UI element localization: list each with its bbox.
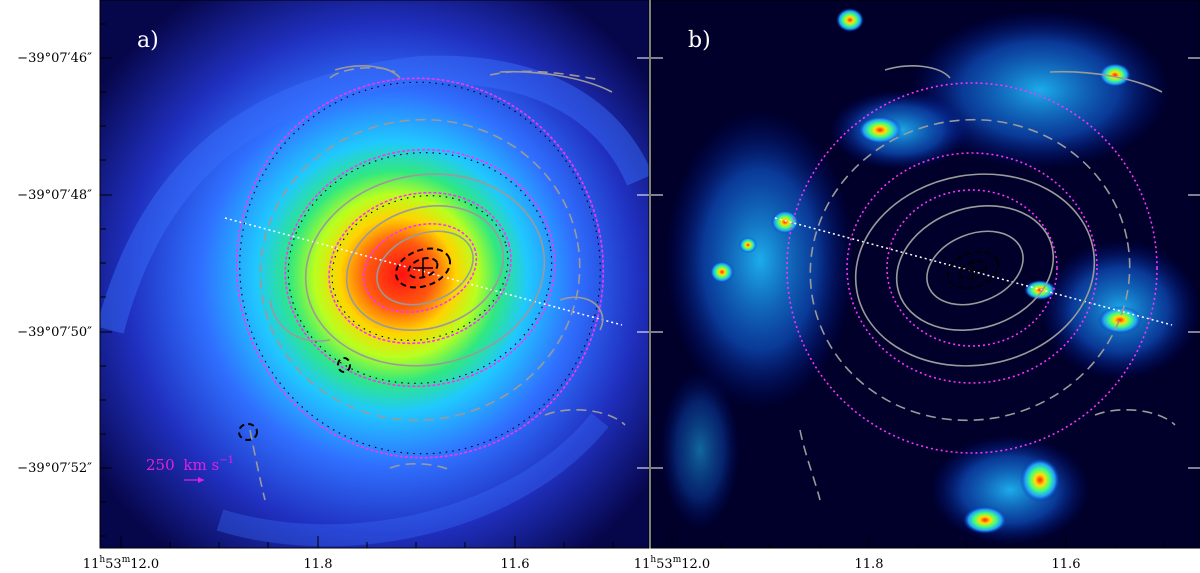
panel-b-frame bbox=[650, 0, 1200, 549]
hii-knot bbox=[710, 261, 734, 283]
model-contour bbox=[786, 82, 1158, 454]
center-cross bbox=[413, 258, 433, 278]
ticks bbox=[100, 23, 1165, 548]
hii-knot bbox=[1098, 306, 1142, 334]
gray-contour bbox=[345, 205, 505, 331]
scale-arrowhead bbox=[198, 477, 204, 483]
marker-ring bbox=[239, 81, 601, 455]
gray-dashed-contour bbox=[799, 409, 1176, 501]
gray-dashed-contour bbox=[249, 66, 626, 501]
ticks-inner bbox=[637, 57, 1200, 469]
center-contour bbox=[958, 260, 988, 280]
hii-knot bbox=[1020, 458, 1060, 502]
marker-ring bbox=[287, 152, 553, 384]
hii-knot bbox=[858, 116, 902, 144]
gray-contour bbox=[304, 173, 546, 367]
model-contours bbox=[786, 82, 1158, 454]
dec-axis-labels: −39°07′46″ −39°07′48″ −39°07′50″ −39°07′… bbox=[17, 51, 92, 476]
ra-ticks-a-bottom bbox=[120, 536, 614, 548]
center-contour bbox=[946, 250, 1000, 290]
ra-axis-labels-b: 11h53m12.0 11.8 11.6 bbox=[634, 555, 1081, 572]
gray-dashed-contour bbox=[809, 118, 1131, 422]
gray-contour bbox=[895, 205, 1055, 331]
gray-contour bbox=[376, 230, 474, 306]
gray-contour bbox=[926, 230, 1024, 306]
velocity-scale-bar: 250 km s−1 bbox=[146, 455, 234, 483]
scale-value: 250 bbox=[146, 456, 175, 474]
model-contour bbox=[846, 152, 1098, 384]
panel-b: b) bbox=[650, 0, 1200, 549]
model-contour bbox=[235, 77, 605, 459]
dec-tick-label: −39°07′46″ bbox=[17, 51, 92, 66]
hii-knot bbox=[739, 237, 757, 253]
ra-tick-label: 11h53m12.0 bbox=[83, 555, 159, 572]
gray-dashed-contour bbox=[259, 118, 581, 422]
model-contour bbox=[328, 191, 512, 345]
scale-unit: km s bbox=[183, 456, 219, 474]
panel-a-overlays bbox=[100, 55, 649, 547]
small-dashed-contour bbox=[337, 357, 351, 373]
model-contours bbox=[235, 77, 605, 459]
center-contour bbox=[407, 257, 439, 279]
model-contour bbox=[362, 223, 478, 313]
hii-knot bbox=[1099, 63, 1131, 87]
panel-a-image bbox=[100, 0, 649, 548]
dec-tick-label: −39°07′50″ bbox=[17, 325, 92, 340]
hii-knot bbox=[1024, 280, 1056, 300]
panel-label-a: a) bbox=[137, 28, 159, 53]
ra-ticks-b-bottom bbox=[671, 536, 1165, 548]
marker-ring bbox=[331, 195, 509, 341]
emission-haze bbox=[930, 435, 1090, 545]
dec-tick-label: −39°07′48″ bbox=[17, 188, 92, 203]
scale-exponent: −1 bbox=[219, 455, 234, 466]
center-dashed-contours bbox=[946, 250, 1000, 290]
gray-contour bbox=[854, 173, 1096, 367]
model-contour bbox=[284, 148, 556, 388]
negative-gray-contours bbox=[249, 66, 626, 501]
panel-a: a) 250 km s−1 bbox=[99, 0, 650, 549]
hii-knot bbox=[836, 8, 864, 32]
spiral-arm bbox=[100, 55, 649, 334]
panel-b-overlays bbox=[660, 8, 1200, 545]
center-cross bbox=[963, 260, 983, 280]
small-dashed-contour bbox=[238, 423, 258, 441]
emission-haze bbox=[660, 370, 740, 530]
ra-tick-label: 11.8 bbox=[304, 557, 333, 572]
emission-haze bbox=[910, 10, 1170, 170]
panel-label-b: b) bbox=[688, 28, 711, 53]
spiral-arm bbox=[216, 413, 609, 547]
dec-tick-label: −39°07′52″ bbox=[17, 461, 92, 476]
emission-haze bbox=[665, 110, 855, 410]
ra-tick-label: 11h53m12.0 bbox=[634, 555, 710, 572]
center-contour bbox=[394, 247, 452, 289]
x-markers bbox=[239, 81, 601, 455]
negative-gray-contours bbox=[799, 118, 1176, 501]
ra-axis-labels-a: 11h53m12.0 11.8 11.6 bbox=[83, 555, 530, 572]
ra-tick-label: 11.6 bbox=[501, 557, 530, 572]
ra-tick-label: 11.8 bbox=[855, 557, 884, 572]
dec-ticks-a-left bbox=[100, 23, 112, 537]
panel-a-frame bbox=[99, 0, 650, 549]
gray-contour bbox=[884, 65, 1163, 93]
center-dashed-contours bbox=[238, 247, 452, 441]
hii-knot bbox=[963, 506, 1007, 534]
positive-contours bbox=[854, 65, 1163, 367]
ra-tick-label: 11.6 bbox=[1052, 557, 1081, 572]
svg-text:250 km s−1: 250 km s−1 bbox=[146, 455, 234, 474]
gray-contour bbox=[269, 296, 604, 342]
model-contour bbox=[886, 189, 1058, 347]
